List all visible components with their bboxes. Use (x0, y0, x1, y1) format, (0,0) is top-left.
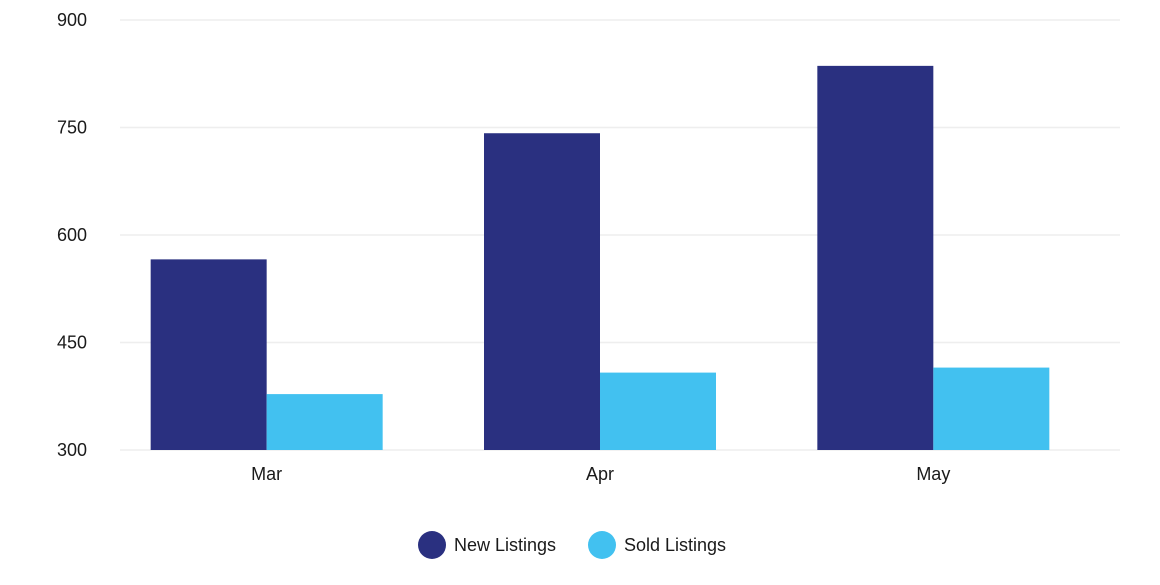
bar-new-listings-may[interactable] (817, 65, 934, 450)
legend-swatch (418, 531, 446, 559)
legend-label[interactable]: Sold Listings (624, 535, 726, 555)
x-tick-label: Mar (251, 464, 282, 484)
legend-swatch (588, 531, 616, 559)
y-tick-label: 450 (57, 333, 87, 353)
bar-sold-listings-may[interactable] (933, 367, 1050, 450)
legend-label[interactable]: New Listings (454, 535, 556, 555)
x-tick-label: May (916, 464, 950, 484)
y-tick-label: 750 (57, 118, 87, 138)
y-tick-label: 600 (57, 225, 87, 245)
bar-sold-listings-apr[interactable] (600, 372, 716, 450)
bars (150, 65, 1050, 450)
x-tick-label: Apr (586, 464, 614, 484)
bar-new-listings-apr[interactable] (484, 133, 600, 450)
x-axis-ticks: Mar Apr May (251, 464, 950, 484)
y-axis-ticks: 300 450 600 750 900 (57, 10, 87, 460)
y-tick-label: 900 (57, 10, 87, 30)
bar-sold-listings-mar[interactable] (266, 394, 383, 450)
bar-new-listings-mar[interactable] (150, 259, 267, 450)
y-tick-label: 300 (57, 440, 87, 460)
legend: New Listings Sold Listings (418, 531, 726, 559)
